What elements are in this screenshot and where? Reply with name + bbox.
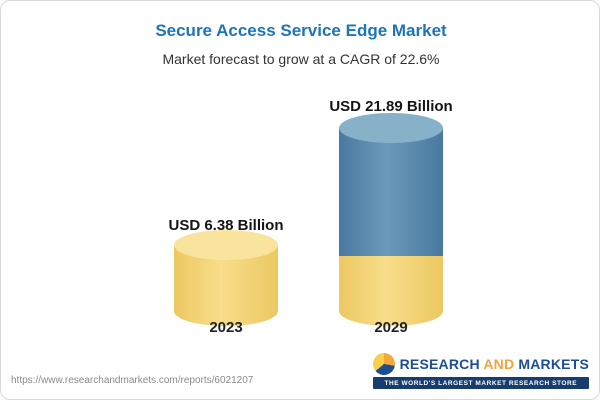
bar-2023-top-ellipse (174, 230, 278, 260)
research-and-markets-logo: RESEARCH AND MARKETS THE WORLD'S LARGEST… (372, 353, 589, 389)
value-label-2029: USD 21.89 Billion (329, 98, 453, 115)
bar-2029-blue-segment (339, 128, 443, 256)
logo-word-research: RESEARCH (399, 356, 480, 372)
x-axis-label-2029: 2029 (374, 319, 408, 336)
x-axis-label-2023: 2023 (209, 319, 243, 336)
logo-tagline: THE WORLD'S LARGEST MARKET RESEARCH STOR… (372, 377, 589, 389)
logo-globe-icon (372, 353, 395, 375)
bar-2029-top-ellipse (339, 113, 443, 143)
bar-2023 (174, 113, 278, 328)
chart-subtitle: Market forecast to grow at a CAGR of 22.… (162, 51, 440, 67)
logo-text: RESEARCH AND MARKETS (400, 356, 589, 372)
logo-word-markets: MARKETS (518, 356, 589, 372)
logo-word-and: AND (483, 356, 515, 372)
logo-row: RESEARCH AND MARKETS (372, 353, 589, 375)
chart-title: Secure Access Service Edge Market (155, 21, 447, 40)
source-url: https://www.researchandmarkets.com/repor… (11, 375, 254, 386)
bar-2029 (339, 113, 443, 328)
value-label-2023: USD 6.38 Billion (168, 217, 284, 234)
bar-2029-base-segment (339, 256, 443, 326)
